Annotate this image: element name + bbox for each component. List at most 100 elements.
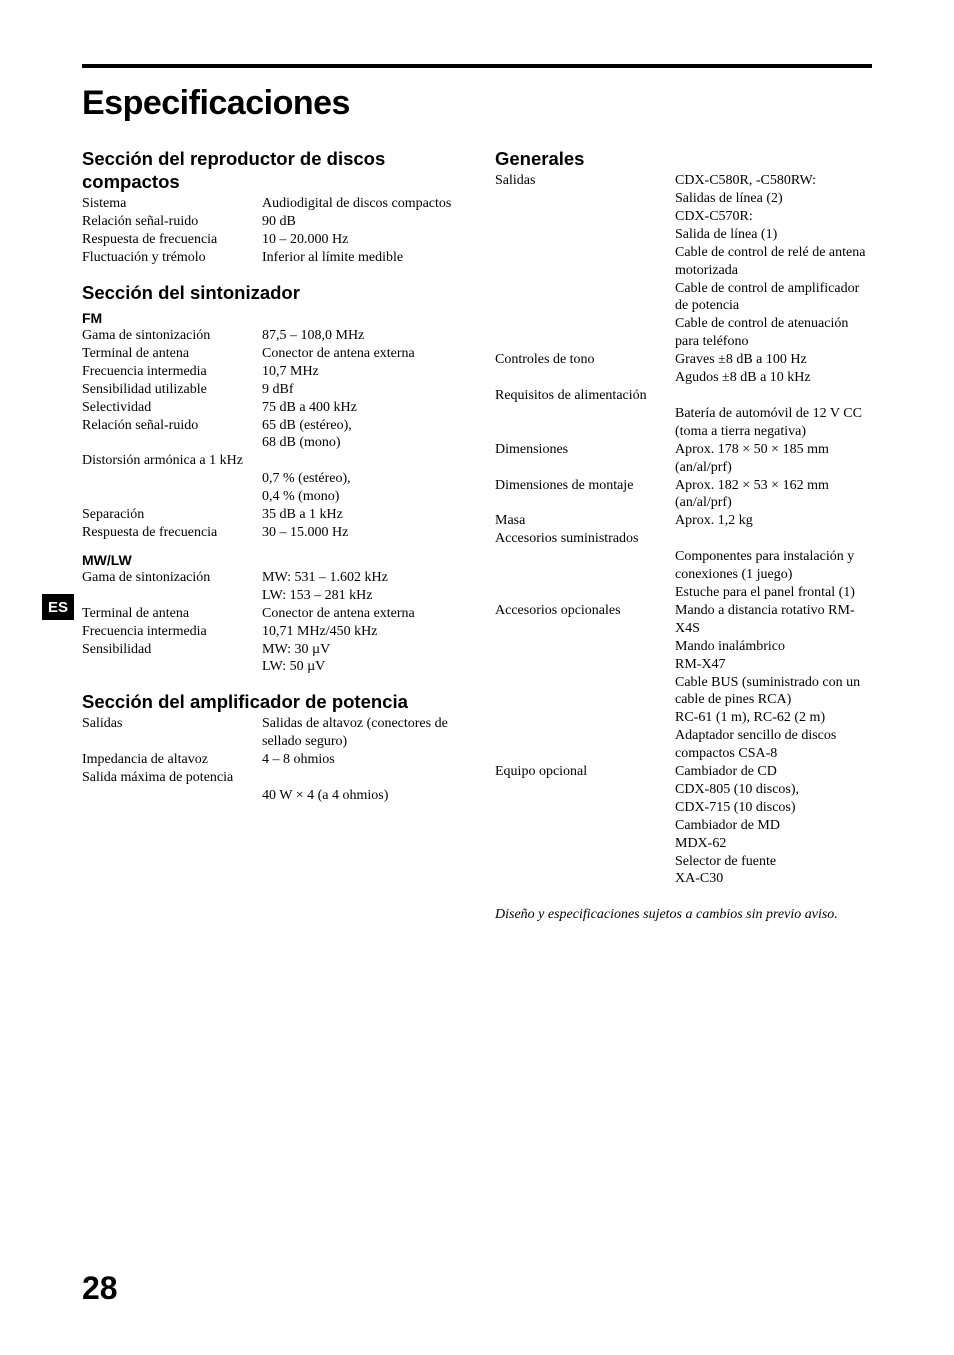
gen-acc-label: Accesorios suministrados [495,530,872,548]
spec-row: Terminal de antenaConector de antena ext… [82,345,459,363]
spec-label: Dimensiones de montaje [495,477,675,495]
spec-label: Fluctuación y trémolo [82,249,262,267]
spec-label: Terminal de antena [82,345,262,363]
spec-row: DimensionesAprox. 178 × 50 × 185 mm (an/… [495,441,872,477]
amp-full-row: 40 W × 4 (a 4 ohmios) [82,787,459,805]
page-title: Especificaciones [82,84,872,123]
spec-value: 65 dB (estéreo), 68 dB (mono) [262,417,459,453]
spec-value: MW: 30 µV LW: 50 µV [262,641,459,677]
spec-row: Respuesta de frecuencia30 – 15.000 Hz [82,524,459,542]
spec-value: 35 dB a 1 kHz [262,506,459,524]
left-column: Sección del reproductor de discos compac… [82,137,459,925]
spec-row: SistemaAudiodigital de discos compactos [82,195,459,213]
spec-value: Graves ±8 dB a 100 Hz Agudos ±8 dB a 10 … [675,351,872,387]
spec-row: Equipo opcionalCambiador de CD CDX-805 (… [495,763,872,888]
spec-label: Relación señal-ruido [82,417,262,435]
spec-value: 75 dB a 400 kHz [262,399,459,417]
spec-label: Salidas [82,715,262,733]
spec-row: SalidasSalidas de altavoz (conectores de… [82,715,459,751]
spec-value: Conector de antena externa [262,345,459,363]
spec-row: Gama de sintonización87,5 – 108,0 MHz [82,327,459,345]
fm-rows: Gama de sintonización87,5 – 108,0 MHzTer… [82,327,459,452]
spec-row: Relación señal-ruido90 dB [82,213,459,231]
spec-row: Frecuencia intermedia10,71 MHz/450 kHz [82,623,459,641]
spec-row: Impedancia de altavoz4 – 8 ohmios [82,751,459,769]
spec-row: Terminal de antenaConector de antena ext… [82,605,459,623]
spec-label: Masa [495,512,675,530]
spec-label: Impedancia de altavoz [82,751,262,769]
gen-req-label: Requisitos de alimentación [495,387,872,405]
spec-row: Frecuencia intermedia10,7 MHz [82,363,459,381]
gen-rows2: DimensionesAprox. 178 × 50 × 185 mm (an/… [495,441,872,531]
spec-label: Gama de sintonización [82,327,262,345]
spec-row: Fluctuación y trémoloInferior al límite … [82,249,459,267]
spec-value: MW: 531 – 1.602 kHz LW: 153 – 281 kHz [262,569,459,605]
design-notice: Diseño y especificaciones sujetos a camb… [495,906,872,924]
cd-rows: SistemaAudiodigital de discos compactosR… [82,195,459,267]
spec-label: Relación señal-ruido [82,213,262,231]
gen-acc-value: Componentes para instalación y conexione… [675,548,872,602]
spec-row: Respuesta de frecuencia10 – 20.000 Hz [82,231,459,249]
spec-label: Dimensiones [495,441,675,459]
spec-value: Aprox. 178 × 50 × 185 mm (an/al/prf) [675,441,872,477]
spec-label: Selectividad [82,399,262,417]
spec-value: 4 – 8 ohmios [262,751,459,769]
spec-row: MasaAprox. 1,2 kg [495,512,872,530]
spec-value: 10 – 20.000 Hz [262,231,459,249]
mwlw-subheading: MW/LW [82,552,459,568]
tuner-heading: Sección del sintonizador [82,281,459,304]
mwlw-rows: Gama de sintonizaciónMW: 531 – 1.602 kHz… [82,569,459,676]
spec-value: 10,71 MHz/450 kHz [262,623,459,641]
spec-value: 10,7 MHz [262,363,459,381]
spec-row: Relación señal-ruido65 dB (estéreo), 68 … [82,417,459,453]
gen-acc-row: Componentes para instalación y conexione… [495,548,872,602]
spec-label: Terminal de antena [82,605,262,623]
top-rule [82,64,872,68]
spec-label: Salidas [495,172,675,190]
language-tab-es: ES [42,594,74,620]
spec-value: Aprox. 182 × 53 × 162 mm (an/al/prf) [675,477,872,513]
gen-rows1: SalidasCDX-C580R, -C580RW: Salidas de lí… [495,172,872,387]
spec-label: Frecuencia intermedia [82,623,262,641]
spec-value: Aprox. 1,2 kg [675,512,872,530]
spec-value: Inferior al límite medible [262,249,459,267]
spec-value: Conector de antena externa [262,605,459,623]
spec-row: Sensibilidad utilizable9 dBf [82,381,459,399]
columns: Sección del reproductor de discos compac… [82,137,872,925]
spec-row: SalidasCDX-C580R, -C580RW: Salidas de lí… [495,172,872,351]
spec-value: CDX-C580R, -C580RW: Salidas de línea (2)… [675,172,872,351]
spec-label: Respuesta de frecuencia [82,524,262,542]
spec-value: 30 – 15.000 Hz [262,524,459,542]
spec-row: Selectividad75 dB a 400 kHz [82,399,459,417]
amp-full-value: 40 W × 4 (a 4 ohmios) [262,787,459,805]
spec-label: Sensibilidad utilizable [82,381,262,399]
page-number: 28 [82,1270,118,1307]
spec-row: Controles de tonoGraves ±8 dB a 100 Hz A… [495,351,872,387]
fm-subheading: FM [82,310,459,326]
spec-row: Accesorios opcionalesMando a distancia r… [495,602,872,763]
amp-heading: Sección del amplificador de potencia [82,690,459,713]
spec-label: Separación [82,506,262,524]
general-heading: Generales [495,147,872,170]
fm-distortion-value: 0,7 % (estéreo), 0,4 % (mono) [262,470,459,506]
amp-rows: SalidasSalidas de altavoz (conectores de… [82,715,459,769]
spec-row: Gama de sintonizaciónMW: 531 – 1.602 kHz… [82,569,459,605]
spec-row: Dimensiones de montajeAprox. 182 × 53 × … [495,477,872,513]
spec-value: Salidas de altavoz (conectores de sellad… [262,715,459,751]
spec-label: Equipo opcional [495,763,675,781]
spec-row: Separación35 dB a 1 kHz [82,506,459,524]
page-content: Especificaciones Sección del reproductor… [82,84,872,925]
cd-heading: Sección del reproductor de discos compac… [82,147,459,193]
spec-value: Mando a distancia rotativo RM-X4S Mando … [675,602,872,763]
gen-req-value: Batería de automóvil de 12 V CC (toma a … [675,405,872,441]
spec-label: Sensibilidad [82,641,262,659]
spec-value: Cambiador de CD CDX-805 (10 discos), CDX… [675,763,872,888]
spec-label: Frecuencia intermedia [82,363,262,381]
spec-label: Controles de tono [495,351,675,369]
spec-value: 90 dB [262,213,459,231]
gen-rows3: Accesorios opcionalesMando a distancia r… [495,602,872,889]
spec-label: Sistema [82,195,262,213]
fm-distortion-label: Distorsión armónica a 1 kHz [82,452,459,470]
fm-distortion-row: 0,7 % (estéreo), 0,4 % (mono) [82,470,459,506]
gen-req-row: Batería de automóvil de 12 V CC (toma a … [495,405,872,441]
